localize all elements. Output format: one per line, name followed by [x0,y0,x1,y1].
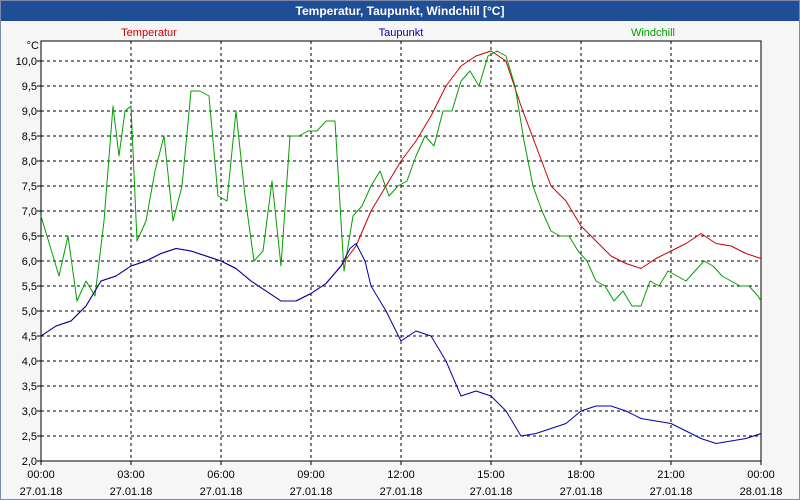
x-tick-time: 21:00 [657,469,685,481]
x-tick-date: 27.01.18 [290,486,333,498]
y-tick-label: 4,0 [22,356,37,368]
y-tick-label: 6,0 [22,256,37,268]
y-tick-label: 10,0 [16,56,37,68]
legend-taupunkt: Taupunkt [379,27,424,39]
x-tick-time: 12:00 [387,469,415,481]
grid [41,41,761,462]
x-tick-time: 18:00 [567,469,595,481]
x-tick-date: 28.01.18 [740,486,783,498]
y-tick-label: 3,0 [22,406,37,418]
y-tick-label: 5,0 [22,306,37,318]
series-lines [40,50,762,444]
y-tick-label: 4,5 [22,331,37,343]
y-tick-label: 7,5 [22,181,37,193]
x-tick-time: 03:00 [117,469,145,481]
x-tick-date: 27.01.18 [20,486,63,498]
y-tick-label: 2,5 [22,431,37,443]
y-tick-label: 7,0 [22,206,37,218]
x-tick-date: 27.01.18 [650,486,693,498]
chart-title: Temperatur, Taupunkt, Windchill [°C] [1,1,799,21]
legend-windchill: Windchill [631,27,675,39]
y-tick-label: 5,5 [22,281,37,293]
x-tick-date: 27.01.18 [560,486,603,498]
y-tick-label: 2,0 [22,456,37,468]
x-tick-date: 27.01.18 [200,486,243,498]
x-tick-date: 27.01.18 [470,486,513,498]
y-tick-label: 8,0 [22,156,37,168]
y-tick-label: 9,0 [22,106,37,118]
y-tick-label: 3,5 [22,381,37,393]
x-tick-time: 09:00 [297,469,325,481]
x-tick-date: 27.01.18 [380,486,423,498]
x-tick-time: 15:00 [477,469,505,481]
series-line-taupunkt [40,243,762,444]
x-tick-time: 06:00 [207,469,235,481]
x-tick-time: 00:00 [747,469,775,481]
legend: Temperatur Taupunkt Windchill [121,27,675,39]
x-tick-date: 27.01.18 [110,486,153,498]
x-tick-time: 00:00 [27,469,55,481]
y-axis-label: °C [27,40,39,52]
x-axis: 00:00 27.01.18 03:00 27.01.18 06:00 27.01.18 0… [20,461,783,498]
y-tick-label: 8,5 [22,131,37,143]
y-tick-label: 6,5 [22,231,37,243]
y-axis: 2,0 2,5 3,0 3,5 4,0 4,5 5,0 5,5 6,0 6,5 7,0 7,5 8,0 8… [16,40,41,468]
legend-temperatur: Temperatur [121,27,177,39]
series-line-windchill [40,50,762,307]
y-tick-label: 9,5 [22,81,37,93]
